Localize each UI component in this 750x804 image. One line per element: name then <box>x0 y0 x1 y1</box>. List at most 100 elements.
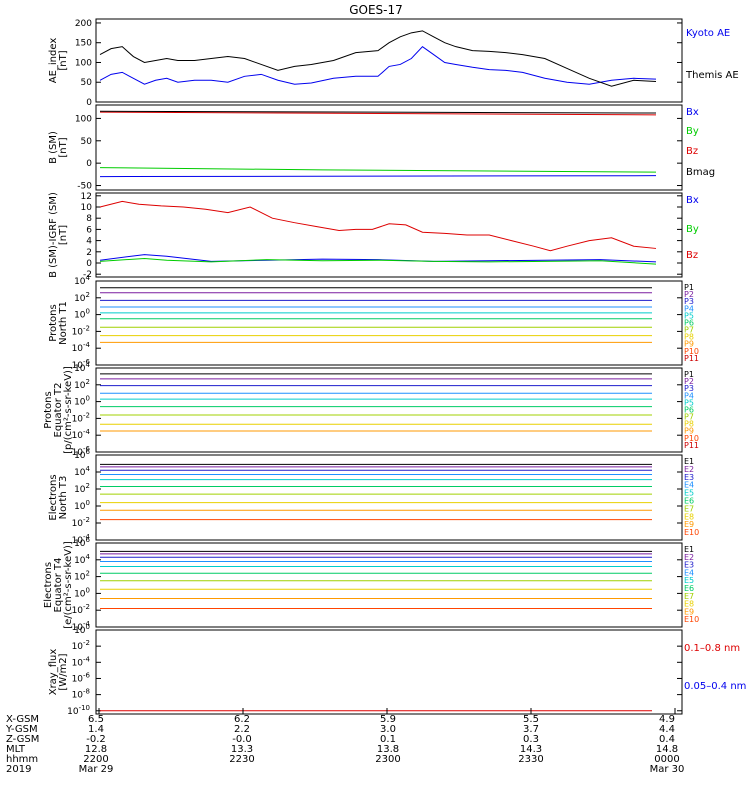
legend-channel: E1 <box>684 457 694 466</box>
legend-channel: P8 <box>684 420 694 429</box>
legend-channel: E4 <box>684 481 694 490</box>
y-tick-label: 10-2 <box>72 603 90 616</box>
y-tick-label: 200 <box>75 19 92 29</box>
y-tick-label: 50 <box>81 137 93 147</box>
legend-entry: Bz <box>686 146 698 157</box>
panel-frame <box>95 542 683 628</box>
legend-channel: E6 <box>684 584 694 593</box>
y-tick-label: 8 <box>86 214 92 224</box>
legend-channel: P8 <box>684 333 694 342</box>
y-axis-label: [nT] <box>58 50 69 70</box>
y-axis-label: [p/(cm²-s-sr-keV)] <box>63 366 74 454</box>
y-tick-label: 2 <box>86 248 92 258</box>
legend-channel: P6 <box>684 318 694 327</box>
y-axis-label: B (SM)-IGRF (SM) <box>48 192 59 278</box>
footer-row-label: Z-GSM <box>6 734 39 745</box>
y-tick-label: 10-4 <box>72 620 91 633</box>
legend-channel: E7 <box>684 592 694 601</box>
legend-entry: Bz <box>686 250 698 261</box>
legend-channel: P1 <box>684 283 694 292</box>
y-axis-label: Electrons <box>48 474 59 520</box>
legend-channel: E5 <box>684 489 694 498</box>
y-tick-label: 10-6 <box>72 358 91 371</box>
y-tick-label: 104 <box>74 553 90 566</box>
footer-value: 13.8 <box>377 744 399 755</box>
footer-value: 2300 <box>375 754 400 765</box>
footer-value: 0.1 <box>380 734 396 745</box>
y-tick-label: 100 <box>74 499 90 512</box>
y-tick-label: 10-6 <box>72 445 91 458</box>
y-tick-label: 4 <box>86 237 92 247</box>
legend-channel: P2 <box>684 377 694 386</box>
legend-channel: P10 <box>684 347 699 356</box>
legend-entry: Kyoto AE <box>686 28 730 39</box>
y-axis-label: Equator T2 <box>53 383 64 438</box>
legend-channel: P3 <box>684 297 694 306</box>
y-tick-label: 10-2 <box>72 324 90 337</box>
y-axis-label: AE_index <box>48 38 59 84</box>
legend-entry: Bx <box>686 107 699 118</box>
legend-xray-long: 0.1–0.8 nm <box>684 643 740 654</box>
y-tick-label: -2 <box>83 270 92 280</box>
legend-channel: P1 <box>684 370 694 379</box>
legend-entry: By <box>686 126 699 137</box>
y-axis-label: Equator T4 <box>53 558 64 613</box>
series-line-bx <box>99 175 657 178</box>
y-tick-label: 10-4 <box>72 533 91 546</box>
footer-row-label: 2019 <box>6 764 31 775</box>
y-tick-label: 104 <box>74 361 90 374</box>
y-tick-label: 10-4 <box>72 341 91 354</box>
footer-value: 13.3 <box>231 744 253 755</box>
panel-frame <box>95 367 683 453</box>
legend-entry: Themis AE <box>685 70 739 81</box>
footer-value: Mar 29 <box>79 764 114 775</box>
legend-channel: P5 <box>684 311 694 320</box>
footer-value: 4.4 <box>659 724 675 735</box>
footer-value: -0.0 <box>232 734 252 745</box>
panel-frame <box>95 18 683 103</box>
panel-frame <box>95 629 683 715</box>
legend-channel: P10 <box>684 434 699 443</box>
legend-xray-short: 0.05–0.4 nm <box>684 681 746 692</box>
legend-channel: P2 <box>684 290 694 299</box>
y-tick-label: 10-2 <box>72 639 90 652</box>
series-line-bx <box>99 254 657 263</box>
y-tick-label: 100 <box>74 586 90 599</box>
legend-channel: P11 <box>684 354 699 363</box>
legend-channel: E8 <box>684 512 694 521</box>
y-tick-label: 10-10 <box>67 704 90 717</box>
footer-value: -0.2 <box>86 734 106 745</box>
footer-value: 3.0 <box>380 724 396 735</box>
y-tick-label: 10 <box>81 203 93 213</box>
series-line-by <box>99 258 657 265</box>
legend-channel: P4 <box>684 391 694 400</box>
y-tick-label: 150 <box>75 39 92 49</box>
legend-channel: P7 <box>684 326 694 335</box>
series-line-bz <box>99 111 657 116</box>
y-tick-label: 0 <box>86 98 92 108</box>
y-axis-label: [nT] <box>58 225 69 245</box>
legend-channel: E4 <box>684 568 694 577</box>
y-axis-label: Xray_flux <box>48 649 59 696</box>
legend-channel: E8 <box>684 600 694 609</box>
footer-value: 0.3 <box>523 734 539 745</box>
legend-channel: P9 <box>684 427 694 436</box>
y-tick-label: 10-6 <box>72 671 91 684</box>
y-tick-label: 6 <box>86 225 92 235</box>
y-tick-label: 50 <box>81 78 93 88</box>
legend-channel: E3 <box>684 473 694 482</box>
y-axis-label: [nT] <box>58 137 69 157</box>
y-tick-label: 10-4 <box>72 428 91 441</box>
series-line-themis-ae <box>99 30 657 87</box>
y-tick-label: 102 <box>74 378 90 391</box>
legend-entry: Bx <box>686 195 699 206</box>
y-tick-label: 100 <box>75 114 92 124</box>
legend-channel: E2 <box>684 465 694 474</box>
footer-value: 14.8 <box>656 744 678 755</box>
y-axis-label: North T1 <box>58 301 69 345</box>
legend-channel: P5 <box>684 398 694 407</box>
y-tick-label: 102 <box>74 291 90 304</box>
y-tick-label: 104 <box>74 274 90 287</box>
y-tick-label: 106 <box>74 536 90 549</box>
y-tick-label: 100 <box>75 58 92 68</box>
